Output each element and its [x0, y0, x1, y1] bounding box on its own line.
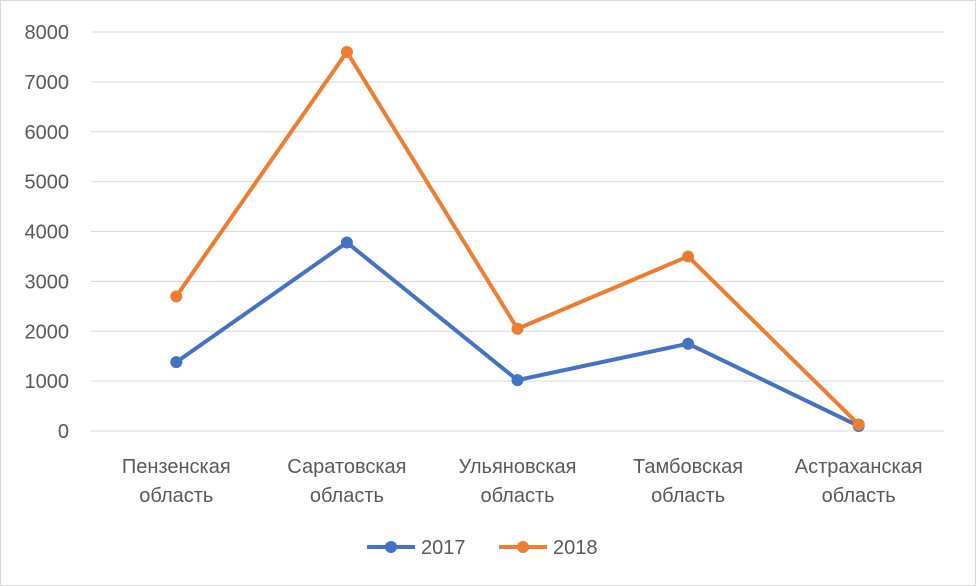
y-tick-label: 5000: [25, 172, 70, 194]
y-tick-label: 6000: [25, 122, 70, 144]
x-tick-label: область: [310, 485, 384, 507]
x-tick-label: область: [651, 485, 725, 507]
y-tick-label: 8000: [25, 22, 70, 44]
y-tick-label: 7000: [25, 72, 70, 94]
y-axis: 0 1000 2000 3000 4000 5000 6000 7000 8000: [25, 22, 70, 443]
x-tick-label: область: [822, 485, 896, 507]
x-tick-label: Тамбовская: [633, 456, 743, 478]
gridlines: [91, 31, 944, 432]
x-tick-label: Пензенская: [122, 456, 231, 478]
x-tick-label: Саратовская: [287, 456, 406, 478]
y-tick-label: 4000: [25, 222, 70, 244]
data-point-2018-1: [340, 45, 353, 58]
legend-item-2017: 2017: [367, 537, 466, 559]
series-2018: [170, 45, 865, 431]
data-point-2017-2: [511, 374, 524, 387]
x-axis: Пензенская область Саратовская область Ульян…: [122, 456, 923, 507]
x-tick-label: область: [480, 485, 554, 507]
data-point-2018-2: [511, 322, 524, 335]
legend-marker: [517, 541, 529, 553]
series-lines: [170, 45, 865, 433]
y-tick-label: 3000: [25, 271, 70, 293]
x-tick-label: область: [139, 485, 213, 507]
legend: 2017 2018: [367, 537, 598, 559]
y-tick-label: 0: [58, 421, 69, 443]
data-point-2018-0: [170, 290, 183, 303]
data-point-2017-3: [682, 337, 695, 350]
x-tick-label: Ульяновская: [459, 456, 577, 478]
y-tick-label: 2000: [25, 321, 70, 343]
data-point-2018-4: [852, 418, 865, 431]
y-tick-label: 1000: [25, 371, 70, 393]
series-line-2018: [174, 49, 861, 427]
legend-item-2018: 2018: [499, 537, 598, 559]
x-tick-label: Астраханская: [795, 456, 923, 478]
data-point-2018-3: [682, 250, 695, 263]
data-point-2017-1: [340, 236, 353, 249]
legend-label: 2018: [553, 537, 598, 559]
data-point-2017-0: [170, 356, 183, 369]
legend-label: 2017: [421, 537, 466, 559]
legend-marker: [385, 541, 397, 553]
